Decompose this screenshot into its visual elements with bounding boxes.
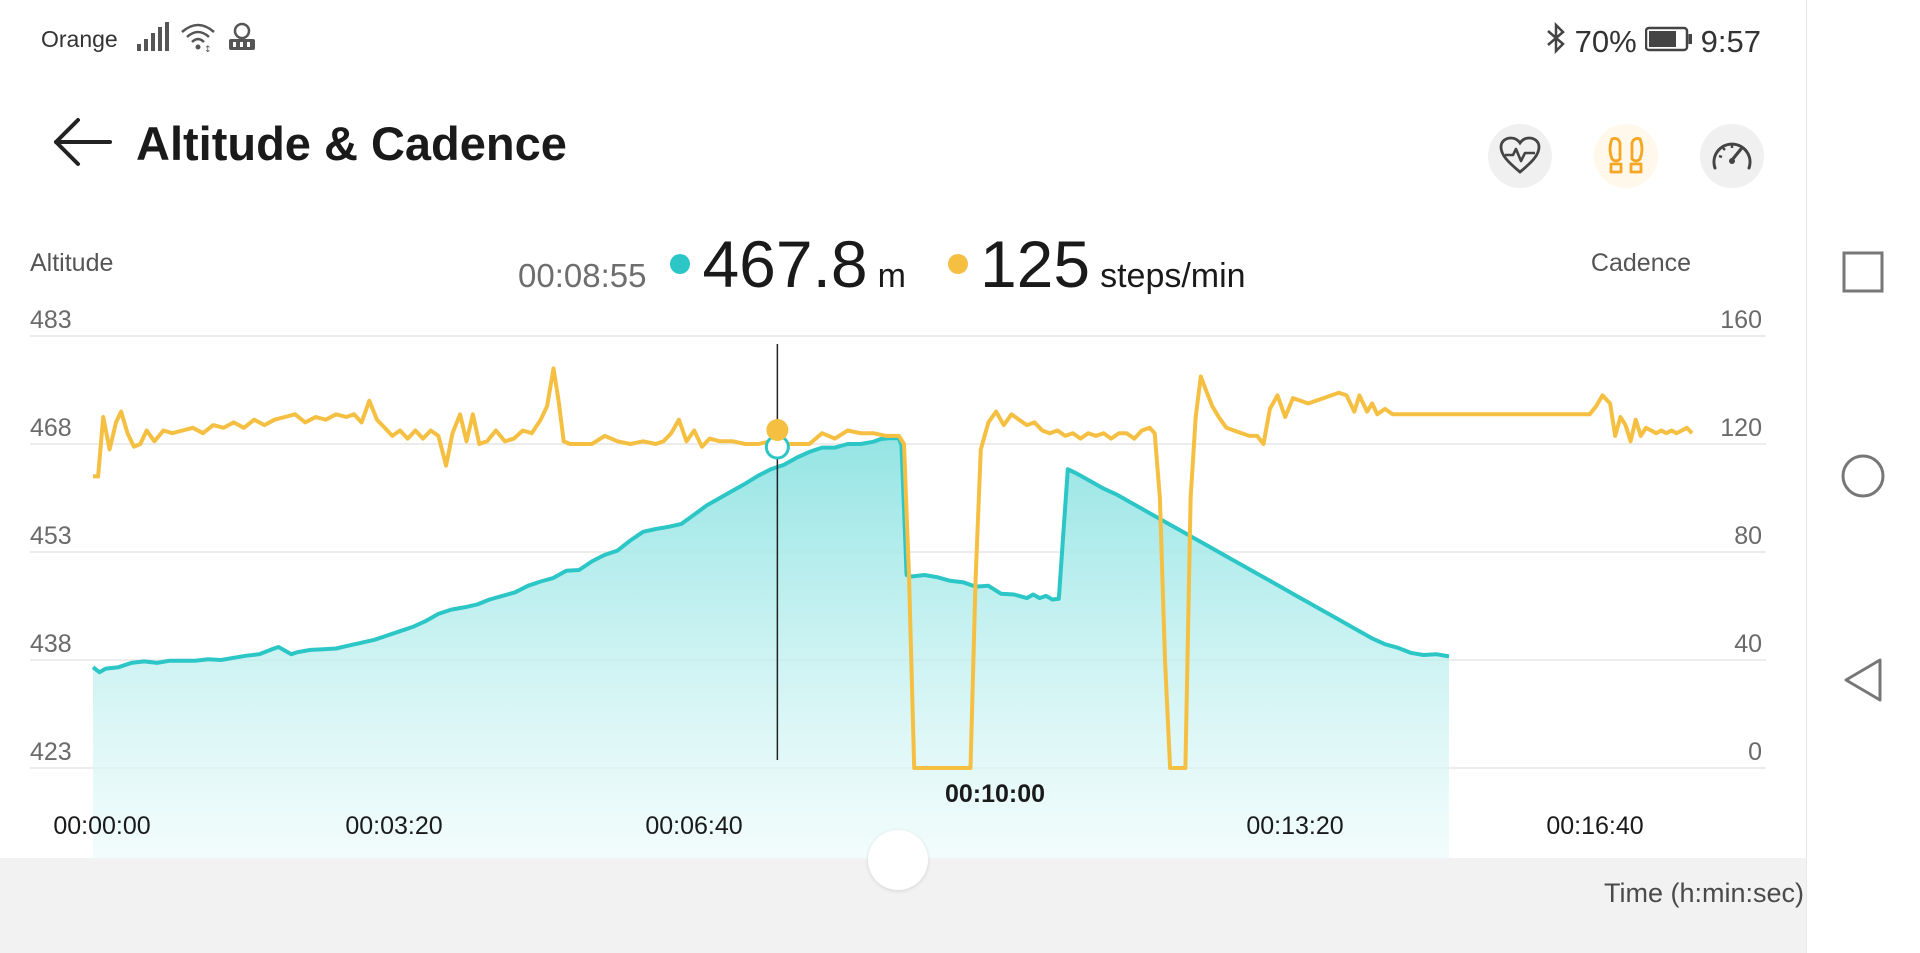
cadence-cursor-marker — [766, 419, 789, 441]
right-tick-label: 80 — [1734, 522, 1762, 550]
left-tick-label: 453 — [30, 522, 72, 550]
right-axis-title: Cadence — [1590, 249, 1691, 277]
speed-button[interactable] — [1700, 124, 1764, 188]
altitude-unit: m — [877, 257, 906, 295]
value-readout: 00:08:55 467.8 m 125 steps/min — [518, 226, 1288, 302]
cadence-button[interactable] — [1594, 124, 1658, 188]
x-tick-label: 00:06:40 — [645, 812, 742, 840]
carrier-name: Orange — [41, 26, 118, 52]
x-tick-label: 00:16:40 — [1546, 812, 1643, 840]
x-tick-label: 00:03:20 — [345, 812, 442, 840]
readout-time: 00:08:55 — [518, 257, 647, 294]
x-tick-label: 00:13:20 — [1246, 812, 1343, 840]
left-tick-label: 423 — [30, 738, 72, 766]
square-icon — [1842, 251, 1884, 293]
clock: 9:57 — [1700, 24, 1761, 59]
recent-apps-button[interactable] — [1831, 240, 1895, 304]
right-tick-label: 40 — [1734, 630, 1762, 658]
altitude-legend-dot — [670, 254, 691, 274]
left-axis-title: Altitude — [30, 249, 114, 277]
cadence-line — [93, 366, 1694, 770]
altitude-line — [91, 436, 1450, 675]
speedometer-icon — [1712, 142, 1752, 170]
left-tick-label: 438 — [30, 630, 72, 658]
altitude-cadence-chart[interactable]: 483 160 468 120 453 80 438 40 423 0 00:00:00 00:03:… — [0, 0, 1806, 953]
status-right: 70% 9:57 — [1545, 21, 1761, 62]
altitude-area — [93, 438, 1449, 858]
battery-percent: 70% — [1574, 24, 1637, 59]
cadence-legend-dot — [947, 254, 968, 274]
footprints-icon — [1608, 137, 1644, 174]
svg-text:↕: ↕ — [204, 45, 212, 52]
circle-icon — [1841, 454, 1885, 498]
system-navigation-bar — [1806, 0, 1920, 953]
wifi-icon: ↕ — [180, 22, 216, 57]
scrub-handle[interactable] — [868, 830, 928, 890]
back-arrow-icon — [54, 118, 112, 166]
left-tick-label: 468 — [30, 414, 72, 442]
x-axis-title: Time (h:min:sec) — [1603, 878, 1804, 908]
triangle-back-icon — [1844, 658, 1882, 702]
status-icons-left: ↕ — [136, 22, 258, 57]
right-tick-label: 160 — [1720, 306, 1762, 334]
heart-rate-button[interactable] — [1488, 124, 1552, 188]
battery-icon — [1644, 24, 1693, 60]
signal-icon — [136, 22, 170, 57]
page-title: Altitude & Cadence — [136, 117, 567, 170]
right-tick-label: 0 — [1748, 738, 1762, 766]
app-screen: Orange ↕ — [0, 0, 1806, 953]
x-tick-label-active: 00:10:00 — [945, 780, 1045, 808]
right-tick-label: 120 — [1720, 414, 1762, 442]
home-button[interactable] — [1831, 444, 1895, 508]
cadence-value: 125 — [979, 227, 1091, 301]
system-back-button[interactable] — [1831, 648, 1895, 712]
vpn-key-icon — [226, 22, 258, 57]
back-button[interactable] — [50, 112, 116, 172]
x-tick-label: 00:00:00 — [53, 812, 150, 840]
bluetooth-icon — [1545, 21, 1567, 62]
page-header: Altitude & Cadence — [0, 100, 1806, 190]
status-bar: Orange ↕ — [0, 0, 1806, 80]
altitude-value: 467.8 — [702, 227, 868, 301]
heart-pulse-icon — [1499, 136, 1541, 174]
left-tick-label: 483 — [30, 306, 72, 334]
cadence-unit: steps/min — [1100, 257, 1246, 295]
